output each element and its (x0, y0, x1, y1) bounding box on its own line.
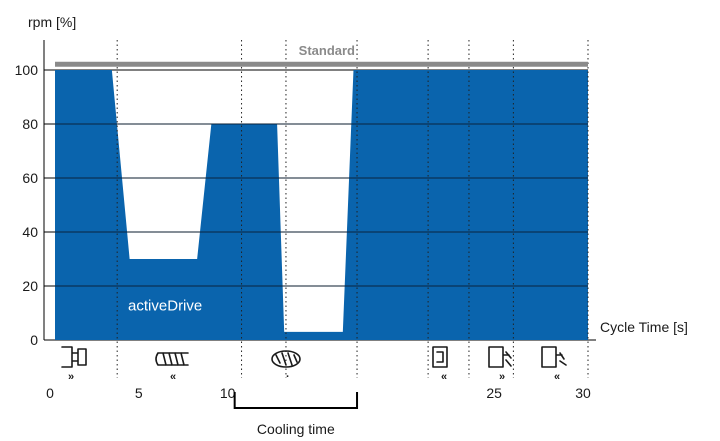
mold-open-icon: « (432, 346, 448, 383)
screw-rotation-icon: · (271, 350, 301, 383)
ejector-forward-icon: » (488, 346, 512, 383)
x-tick-label: 5 (135, 385, 143, 401)
y-tick-label: 0 (30, 332, 38, 348)
x-axis-title: Cycle Time [s] (600, 319, 688, 335)
svg-text:·: · (286, 371, 290, 383)
svg-text:«: « (170, 371, 176, 383)
y-tick-label: 40 (22, 224, 38, 240)
y-tick-label: 80 (22, 116, 38, 132)
svg-text:»: » (499, 371, 505, 383)
injection-icon: « (155, 352, 189, 383)
cooling-time-label: Cooling time (257, 421, 335, 437)
ejector-back-icon: « (541, 346, 567, 383)
series-standard-label: Standard (299, 43, 355, 58)
y-tick-label: 100 (15, 62, 39, 78)
svg-text:»: » (68, 371, 74, 383)
y-tick-label: 20 (22, 278, 38, 294)
series-activedrive-area (55, 70, 588, 340)
series-activedrive-label: activeDrive (128, 297, 202, 314)
svg-text:«: « (554, 371, 560, 383)
cooling-time-bracket (233, 392, 359, 409)
mold-close-icon: » (61, 346, 87, 383)
y-axis-title: rpm [%] (28, 14, 76, 30)
x-tick-label: 10 (220, 385, 236, 401)
svg-text:«: « (441, 371, 447, 383)
y-tick-label: 60 (22, 170, 38, 186)
x-tick-label: 30 (575, 385, 591, 401)
x-tick-label: 0 (46, 385, 54, 401)
x-tick-label: 25 (486, 385, 502, 401)
